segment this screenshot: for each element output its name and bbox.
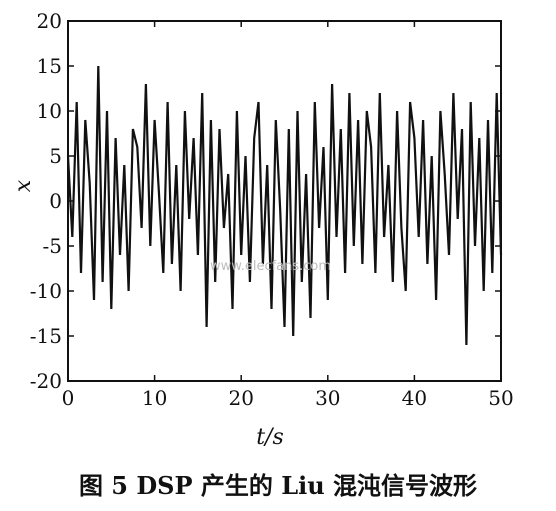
x-axis-ticks: 0 10 20 30 40 50 xyxy=(62,21,514,410)
y-tick-label: 10 xyxy=(37,99,62,123)
y-tick-label: 15 xyxy=(37,54,62,78)
y-tick-label: -15 xyxy=(30,324,62,348)
figure-caption: 图 5 DSP 产生的 Liu 混沌信号波形 xyxy=(78,471,478,500)
x-tick-label: 20 xyxy=(228,386,253,410)
series-line xyxy=(66,65,503,346)
x-tick-label: 40 xyxy=(402,386,427,410)
x-tick-label: 50 xyxy=(488,386,513,410)
x-tick-label: 10 xyxy=(142,386,167,410)
y-tick-label: 5 xyxy=(49,144,62,168)
series-layer xyxy=(66,65,503,346)
y-tick-label: -20 xyxy=(30,369,62,393)
watermark-text: www.elecfans.com xyxy=(210,259,331,274)
y-axis-label: x xyxy=(11,179,36,192)
x-axis-label: t/s xyxy=(256,425,284,450)
y-tick-label: -5 xyxy=(43,234,62,258)
y-tick-label: -10 xyxy=(30,279,62,303)
x-tick-label: 30 xyxy=(315,386,340,410)
y-axis-ticks: 20 15 10 5 0 -5 -10 -15 -20 xyxy=(30,9,501,393)
y-tick-label: 0 xyxy=(49,189,62,213)
x-tick-label: 0 xyxy=(62,386,75,410)
y-tick-label: 20 xyxy=(37,9,62,33)
